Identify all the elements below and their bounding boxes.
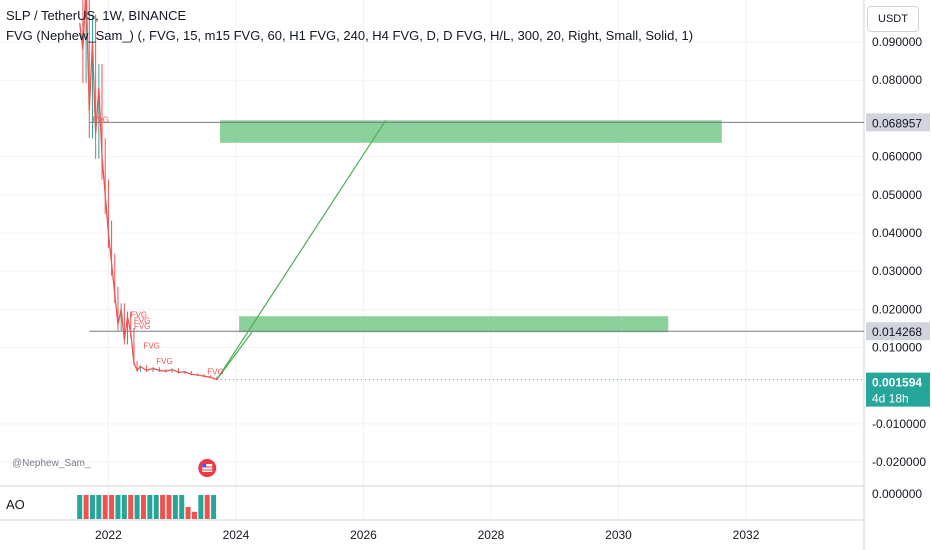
fvg-label: FVG xyxy=(134,322,150,331)
y-tick-label: 0.040000 xyxy=(872,226,922,240)
ao-bar xyxy=(109,495,115,519)
fvg-label: FVG xyxy=(134,316,150,325)
chart-title: SLP / TetherUS, 1W, BINANCE xyxy=(6,8,187,23)
indicator-legend[interactable]: FVG (Nephew_Sam_) (, FVG, 15, m15 FVG, 6… xyxy=(6,28,694,43)
y-tick-label: -0.010000 xyxy=(872,417,926,431)
ao-bar xyxy=(166,495,172,519)
x-tick-label: 2028 xyxy=(478,528,505,542)
projection-line xyxy=(216,331,253,380)
y-tick-label: 0.060000 xyxy=(872,150,922,164)
author-watermark: @Nephew_Sam_ xyxy=(12,458,91,469)
ao-bar xyxy=(153,495,159,519)
ao-bar xyxy=(211,495,217,519)
currency-button[interactable]: USDT xyxy=(867,6,919,32)
level-price-badge xyxy=(866,113,930,132)
ao-bar xyxy=(172,495,178,519)
ao-bar xyxy=(198,495,204,519)
level-price-badge-text: 0.068957 xyxy=(872,116,922,130)
fvg-zone xyxy=(219,120,722,143)
fvg-label: FVG xyxy=(92,116,108,125)
y-tick-label: 0.090000 xyxy=(872,35,922,49)
ao-pane-label[interactable]: AO xyxy=(6,497,25,512)
level-price-badge xyxy=(866,322,930,341)
y-tick-label: 0.030000 xyxy=(872,264,922,278)
fvg-label: FVG xyxy=(156,357,172,366)
ao-bar xyxy=(77,495,83,519)
event-flag-icon-inner xyxy=(202,464,213,472)
current-price-badge xyxy=(866,372,930,407)
ao-bar xyxy=(102,495,108,519)
fvg-label: FVG xyxy=(207,367,223,376)
fvg-label: FVG xyxy=(143,342,159,351)
ao-bar xyxy=(121,495,127,519)
ao-bar xyxy=(140,495,146,519)
y-tick-label: 0.080000 xyxy=(872,73,922,87)
y-tick-label: 0.010000 xyxy=(872,341,922,355)
ao-bar xyxy=(96,495,102,519)
y-tick-label: 0.050000 xyxy=(872,188,922,202)
y-tick-label: -0.020000 xyxy=(872,455,926,469)
event-flag-icon-canton xyxy=(202,464,207,467)
x-tick-label: 2030 xyxy=(605,528,632,542)
x-tick-label: 2026 xyxy=(350,528,377,542)
ao-bar xyxy=(185,507,191,519)
fvg-label: FVG xyxy=(131,311,147,320)
countdown-text: 4d 18h xyxy=(872,392,909,406)
ao-bar xyxy=(134,495,140,519)
ao-bar xyxy=(115,495,121,519)
ao-axis-label: 0.000000 xyxy=(872,487,922,501)
fvg-zone xyxy=(239,316,669,333)
x-tick-label: 2032 xyxy=(733,528,760,542)
y-tick-label: 0.020000 xyxy=(872,302,922,316)
ao-bar xyxy=(160,495,166,519)
x-tick-label: 2024 xyxy=(223,528,250,542)
price-series-line xyxy=(79,0,218,381)
x-tick-label: 2022 xyxy=(95,528,122,542)
ao-bar xyxy=(204,495,210,519)
ao-bar xyxy=(179,495,185,519)
ao-bar xyxy=(83,495,89,519)
ao-bar xyxy=(128,495,134,519)
level-price-badge-text: 0.014268 xyxy=(872,325,922,339)
current-price-value: 0.001594 xyxy=(872,376,922,390)
ao-bar xyxy=(147,495,153,519)
projection-line xyxy=(216,119,387,380)
ao-bar xyxy=(89,495,95,519)
ao-bar xyxy=(191,511,197,519)
